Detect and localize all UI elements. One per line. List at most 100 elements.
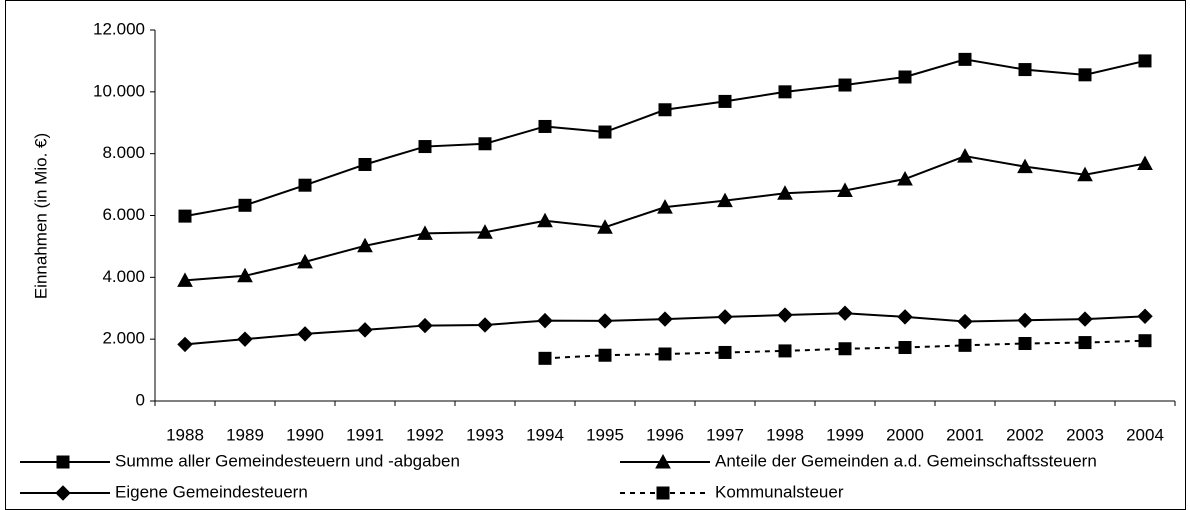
marker [1077,166,1093,182]
marker [537,312,553,329]
marker [1018,336,1032,350]
marker [957,148,973,163]
legend-entry: Anteile der Gemeinden a.d. Gemeinschafts… [620,451,1097,470]
marker [1078,68,1092,82]
x-tick-label: 1992 [406,425,444,444]
legend-label: Summe aller Gemeindesteuern und -abgaben [115,451,460,470]
marker [958,52,972,66]
marker [778,85,792,99]
marker [1077,311,1093,327]
marker [177,272,193,287]
x-tick-label: 1996 [646,425,684,444]
marker [417,225,433,240]
legend-entry: Kommunalsteuer [620,482,844,501]
marker [237,331,253,347]
legend-marker [56,455,70,469]
marker [297,326,313,342]
x-tick-label: 2004 [1126,425,1164,444]
x-tick-label: 2000 [886,425,924,444]
x-tick-label: 1995 [586,425,624,444]
marker [237,267,253,283]
marker [957,313,973,330]
marker [238,198,252,212]
marker [358,157,372,171]
x-tick-label: 2001 [946,425,984,444]
marker [537,212,553,228]
legend-marker [55,485,71,501]
marker [658,347,672,361]
chart-frame [5,0,1186,510]
x-tick-label: 1991 [346,425,384,444]
y-tick-label: 4.000 [102,267,145,286]
x-tick-label: 1997 [706,425,744,444]
series [177,305,1153,353]
marker [597,219,613,234]
marker [717,309,733,325]
legend-label: Anteile der Gemeinden a.d. Gemeinschafts… [715,451,1097,470]
marker [477,317,493,333]
marker [417,317,433,334]
marker [777,307,793,323]
legend-marker [655,453,671,469]
marker [1018,63,1032,77]
x-tick-label: 1990 [286,425,324,444]
legend-entry: Eigene Gemeindesteuern [20,482,308,501]
marker [838,78,852,92]
marker [1137,308,1153,324]
x-tick-label: 1998 [766,425,804,444]
marker [597,313,613,329]
marker [837,182,853,197]
marker [657,311,673,327]
marker [898,341,912,355]
x-tick-label: 2003 [1066,425,1104,444]
legend-label: Kommunalsteuer [715,482,844,501]
marker [1017,312,1033,329]
y-tick-label: 6.000 [102,205,145,224]
y-tick-label: 8.000 [102,143,145,162]
marker [598,125,612,139]
marker [717,192,733,208]
marker [598,348,612,362]
marker [958,338,972,352]
marker [718,94,732,108]
x-tick-label: 1988 [166,425,204,444]
marker [657,199,673,214]
marker [357,237,373,253]
x-tick-label: 2002 [1006,425,1044,444]
y-tick-label: 2.000 [102,329,145,348]
marker [838,342,852,356]
y-tick-label: 0 [136,390,145,409]
legend-entry: Summe aller Gemeindesteuern und -abgaben [20,451,460,470]
marker [538,119,552,133]
marker [658,103,672,117]
legend-marker [656,486,670,500]
marker [1138,334,1152,348]
marker [297,253,313,269]
y-tick-label: 10.000 [93,81,145,100]
marker [298,178,312,192]
legend-label: Eigene Gemeindesteuern [115,482,308,501]
marker [418,140,432,154]
marker [897,170,913,186]
marker [1137,155,1153,171]
y-tick-label: 12.000 [93,19,145,38]
marker [1078,336,1092,350]
x-tick-label: 1989 [226,425,264,444]
marker [718,345,732,359]
marker [898,70,912,84]
x-tick-label: 1993 [466,425,504,444]
series [178,52,1152,223]
marker [478,137,492,151]
marker [1017,158,1033,174]
marker [897,309,913,325]
marker [477,224,493,239]
x-tick-label: 1999 [826,425,864,444]
marker [1138,54,1152,68]
marker [837,305,853,321]
x-tick-label: 1994 [526,425,564,444]
marker [778,344,792,358]
marker [777,185,793,200]
series [538,334,1152,365]
marker [177,336,193,353]
